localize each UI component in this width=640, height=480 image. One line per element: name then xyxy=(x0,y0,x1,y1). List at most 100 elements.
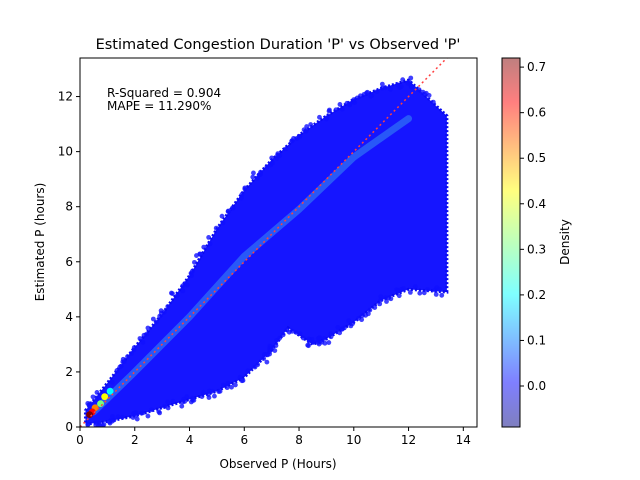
scatter-point xyxy=(407,289,413,295)
scatter-point xyxy=(220,220,226,226)
colorbar-tick-label: 0.1 xyxy=(527,333,546,347)
scatter-point xyxy=(170,291,175,296)
scatter-point xyxy=(207,241,213,247)
scatter-point xyxy=(239,192,245,197)
scatter-point xyxy=(174,293,180,299)
scatter-point xyxy=(400,77,406,83)
scatter-point xyxy=(382,85,388,91)
scatter-point xyxy=(93,420,99,425)
scatter-point xyxy=(225,208,231,214)
y-tick-label: 6 xyxy=(65,255,73,269)
scatter-point xyxy=(396,293,402,299)
y-tick-label: 2 xyxy=(65,365,73,379)
scatter-point xyxy=(304,124,310,129)
scatter-point xyxy=(283,146,289,152)
y-tick-label: 12 xyxy=(58,90,73,104)
scatter-point xyxy=(412,284,418,289)
scatter-point xyxy=(245,368,251,374)
scatter-point xyxy=(85,422,91,427)
colorbar-label: Density xyxy=(558,219,572,265)
scatter-point xyxy=(110,379,115,385)
scatter-point xyxy=(251,170,256,176)
scatter-point xyxy=(190,395,195,401)
scatter-point xyxy=(125,354,130,359)
scatter-point xyxy=(267,343,273,349)
scatter-point xyxy=(258,169,263,175)
plot-area xyxy=(80,58,449,427)
scatter-point xyxy=(377,301,383,307)
scatter-point xyxy=(153,319,159,325)
scatter-point xyxy=(268,162,274,168)
scatter-point xyxy=(120,359,126,365)
scatter-point xyxy=(383,295,389,301)
scatter-point xyxy=(238,195,244,201)
scatter-point xyxy=(165,405,171,411)
x-axis-ticks: 0 2 4 6 8 10 12 14 xyxy=(76,427,471,447)
scatter-point xyxy=(237,374,243,380)
scatter-point xyxy=(212,393,217,399)
scatter-point xyxy=(328,334,334,340)
scatter-point xyxy=(339,106,345,112)
scatter-point xyxy=(201,389,206,395)
y-tick-label: 10 xyxy=(58,145,73,159)
scatter-point xyxy=(310,340,316,345)
x-tick-label: 10 xyxy=(346,433,361,447)
scatter-point xyxy=(250,174,256,180)
density-point xyxy=(101,393,109,401)
scatter-point xyxy=(86,402,92,408)
scatter-point xyxy=(145,325,151,331)
scatter-point xyxy=(430,99,436,105)
x-tick-label: 12 xyxy=(401,433,416,447)
y-tick-label: 0 xyxy=(65,420,73,434)
scatter-point xyxy=(192,259,197,265)
scatter-point xyxy=(395,288,401,294)
scatter-points xyxy=(85,75,445,427)
x-tick-label: 6 xyxy=(240,433,248,447)
colorbar-tick-label: 0.7 xyxy=(527,60,546,74)
scatter-point xyxy=(326,340,332,345)
scatter-point xyxy=(327,107,332,113)
scatter-point xyxy=(268,347,274,353)
scatter-point xyxy=(306,343,311,349)
scatter-point xyxy=(145,413,151,419)
scatter-point xyxy=(90,394,96,400)
colorbar-tick-label: 0.6 xyxy=(527,106,546,120)
scatter-point xyxy=(182,398,188,404)
scatter-point xyxy=(180,283,186,289)
scatter-point xyxy=(417,290,423,296)
scatter-point xyxy=(347,102,353,108)
y-axis-label: Estimated P (hours) xyxy=(33,183,47,302)
scatter-point xyxy=(140,339,146,345)
scatter-point xyxy=(264,359,270,365)
scatter-point xyxy=(346,318,352,324)
scatter-point xyxy=(221,382,226,388)
scatter-point xyxy=(206,235,212,240)
scatter-point xyxy=(367,307,373,313)
scatter-point xyxy=(199,394,205,399)
scatter-point xyxy=(297,331,303,337)
x-tick-label: 4 xyxy=(186,433,194,447)
scatter-point xyxy=(165,399,171,405)
scatter-point xyxy=(333,107,339,113)
scatter-point xyxy=(156,409,162,415)
scatter-point xyxy=(421,290,427,296)
scatter-point xyxy=(100,423,106,427)
scatter-point xyxy=(180,288,186,294)
scatter-point xyxy=(384,299,389,304)
y-axis-ticks: 0 2 4 6 8 10 12 xyxy=(58,90,80,434)
colorbar-tick-label: 0.0 xyxy=(527,379,546,393)
scatter-point xyxy=(189,268,195,274)
scatter-point xyxy=(225,380,231,386)
scatter-point xyxy=(170,398,176,404)
colorbar-ticks: 0.0 0.1 0.2 0.3 0.4 0.5 0.6 0.7 xyxy=(520,60,546,393)
r-squared-annotation: R-Squared = 0.904 xyxy=(107,86,221,100)
scatter-point xyxy=(239,378,245,384)
scatter-point xyxy=(158,308,164,314)
scatter-point xyxy=(133,412,139,418)
chart-title: Estimated Congestion Duration 'P' vs Obs… xyxy=(96,37,461,53)
scatter-point xyxy=(379,81,385,87)
scatter-point xyxy=(229,384,234,390)
scatter-point xyxy=(184,394,190,400)
scatter-point xyxy=(378,297,384,303)
